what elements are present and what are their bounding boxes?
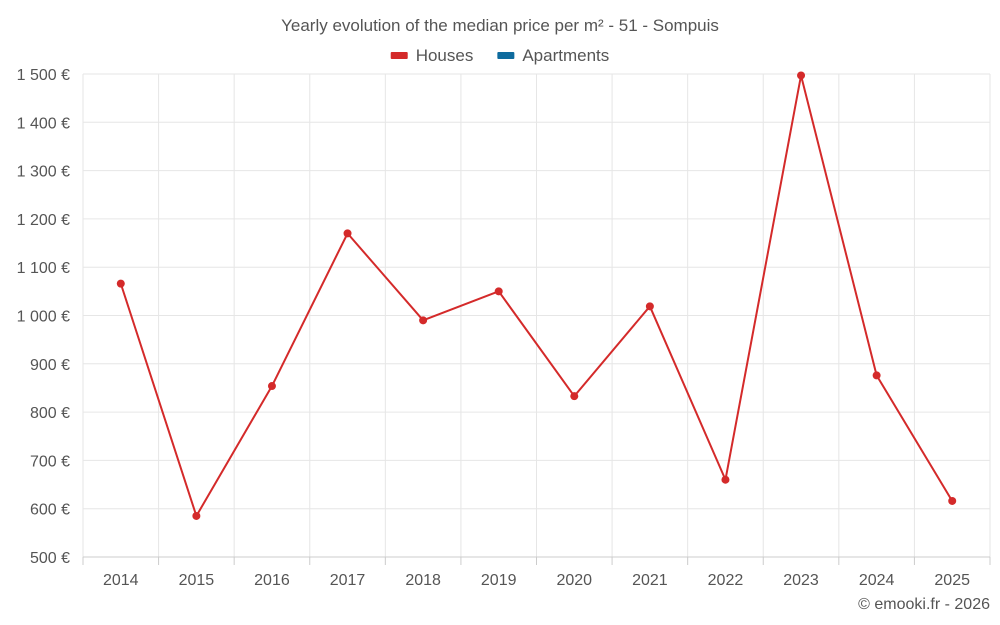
x-tick-label: 2020	[556, 572, 592, 589]
grid	[82, 73, 991, 558]
credit-label: © emooki.fr - 2026	[858, 596, 990, 613]
x-tick-label: 2019	[481, 572, 517, 589]
chart-title: Yearly evolution of the median price per…	[281, 16, 719, 35]
data-point-houses-2024[interactable]	[872, 371, 881, 380]
y-tick-label: 500 €	[30, 550, 70, 567]
series-layer	[116, 71, 957, 520]
x-tick-label: 2024	[859, 572, 895, 589]
y-tick-label: 600 €	[30, 502, 70, 519]
data-point-houses-2014[interactable]	[116, 279, 125, 288]
data-point-houses-2022[interactable]	[721, 475, 730, 484]
y-axis: 500 € 600 € 700 € 800 € 900 € 1 000 € 1 100 € 1…	[17, 67, 70, 567]
data-point-houses-2016[interactable]	[267, 382, 276, 391]
x-tick-label: 2018	[405, 572, 441, 589]
data-point-houses-2017[interactable]	[343, 229, 352, 238]
y-tick-label: 1 200 €	[17, 212, 70, 229]
data-point-houses-2019[interactable]	[494, 287, 503, 296]
legend-item-houses[interactable]: Houses	[390, 46, 474, 65]
x-tick-label: 2025	[934, 572, 970, 589]
legend-label-houses: Houses	[416, 46, 474, 65]
x-tick-label: 2015	[179, 572, 215, 589]
x-tick-label: 2016	[254, 572, 290, 589]
x-tick-label: 2017	[330, 572, 366, 589]
y-tick-label: 1 500 €	[17, 67, 70, 84]
y-tick-label: 1 300 €	[17, 164, 70, 181]
legend-item-apartments[interactable]: Apartments	[497, 46, 609, 65]
data-point-houses-2023[interactable]	[797, 71, 806, 80]
x-tick-label: 2022	[708, 572, 744, 589]
x-tick-label: 2021	[632, 572, 668, 589]
x-tick-label: 2014	[103, 572, 139, 589]
y-tick-label: 1 400 €	[17, 115, 70, 132]
legend: Houses Apartments	[390, 46, 609, 65]
data-point-houses-2018[interactable]	[419, 316, 428, 325]
data-point-houses-2021[interactable]	[645, 302, 654, 311]
y-tick-label: 700 €	[30, 453, 70, 470]
y-tick-label: 1 100 €	[17, 260, 70, 277]
y-tick-label: 900 €	[30, 357, 70, 374]
legend-label-apartments: Apartments	[522, 46, 609, 65]
y-tick-label: 1 000 €	[17, 309, 70, 326]
data-point-houses-2015[interactable]	[192, 511, 201, 520]
x-tick-label: 2023	[783, 572, 819, 589]
legend-swatch-houses	[390, 52, 408, 59]
legend-swatch-apartments	[497, 52, 515, 59]
x-axis: 2014 2015 2016 2017 2018 2019 2020 2021 2022 2023…	[82, 556, 991, 589]
data-point-houses-2020[interactable]	[570, 392, 579, 401]
series-line-houses	[119, 74, 954, 517]
y-tick-label: 800 €	[30, 405, 70, 422]
data-point-houses-2025[interactable]	[948, 496, 957, 505]
